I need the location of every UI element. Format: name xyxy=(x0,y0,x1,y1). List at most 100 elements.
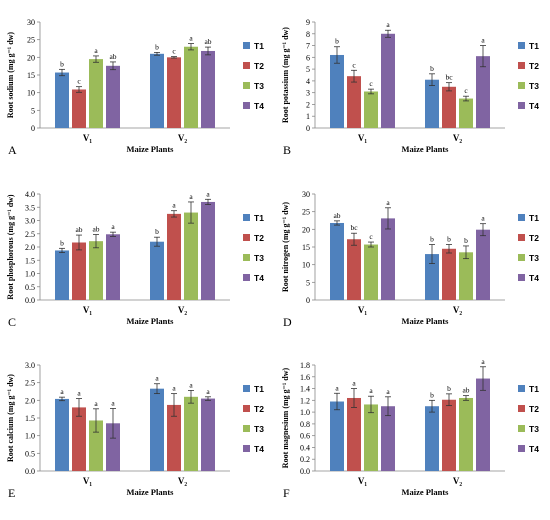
x-axis-label: Maize Plants xyxy=(402,487,450,497)
significance-letter: a xyxy=(172,201,176,210)
y-tick-label: 7 xyxy=(306,42,310,51)
bar-t1-2 xyxy=(150,53,164,128)
legend-label-t1: T1 xyxy=(529,213,539,223)
legend-swatch-t4 xyxy=(518,274,525,281)
bar-t4-2 xyxy=(201,50,215,129)
y-tick-label: 0.0 xyxy=(25,467,35,476)
legend-label-t4: T4 xyxy=(254,444,264,454)
y-tick-label: 1.4 xyxy=(300,385,310,394)
legend-label-t3: T3 xyxy=(254,253,264,263)
significance-letter: b xyxy=(60,59,64,68)
y-tick-label: 0.6 xyxy=(300,432,310,441)
bar-t1-2 xyxy=(425,406,439,471)
significance-letter: ab xyxy=(92,225,99,234)
legend-label-t3: T3 xyxy=(529,81,539,91)
bar-t4-2 xyxy=(201,398,215,471)
y-tick-label: 15 xyxy=(27,71,35,80)
legend-label-t2: T2 xyxy=(254,404,264,414)
bar-t2-2 xyxy=(442,399,456,471)
legend-label-t2: T2 xyxy=(529,61,539,71)
bar-t4-1 xyxy=(381,33,395,128)
legend-swatch-t4 xyxy=(243,102,250,109)
legend-swatch-t2 xyxy=(243,234,250,241)
y-tick-label: 0.8 xyxy=(300,420,310,429)
significance-letter: c xyxy=(77,77,81,86)
legend-label-t2: T2 xyxy=(254,61,264,71)
y-tick-label: 5 xyxy=(306,65,310,74)
y-axis-label: Root sodium (mg g⁻¹ dw) xyxy=(6,32,15,119)
legend-swatch-t2 xyxy=(243,405,250,412)
bar-t2-1 xyxy=(72,89,86,128)
significance-letter: c xyxy=(369,79,373,88)
y-tick-label: 6 xyxy=(306,53,310,62)
y-tick-label: 1.0 xyxy=(25,432,35,441)
x-category-label: V₂ xyxy=(453,305,462,315)
y-tick-label: 3.5 xyxy=(25,203,35,212)
significance-letter: a xyxy=(111,398,115,407)
bar-t3-2 xyxy=(459,98,473,128)
y-tick-label: 25 xyxy=(27,36,35,45)
legend-swatch-t1 xyxy=(243,214,250,221)
y-tick-label: 5 xyxy=(306,278,310,287)
y-tick-label: 1.0 xyxy=(25,270,35,279)
bar-t2-2 xyxy=(442,248,456,300)
y-tick-label: 10 xyxy=(302,261,310,270)
x-axis-label: Maize Plants xyxy=(127,316,175,326)
y-tick-label: 2.0 xyxy=(25,243,35,252)
y-axis-label: Root nitrogen (mg g⁻¹ dw) xyxy=(281,202,290,292)
y-tick-label: 1.5 xyxy=(25,256,35,265)
significance-letter: b xyxy=(430,390,434,399)
bar-t3-1 xyxy=(364,404,378,471)
y-tick-label: 4 xyxy=(306,77,310,86)
bar-t1-1 xyxy=(330,222,344,300)
bar-t2-1 xyxy=(347,239,361,300)
bar-t1-2 xyxy=(150,241,164,300)
x-category-label: V₁ xyxy=(358,305,367,315)
bar-t4-2 xyxy=(201,201,215,300)
x-category-label: V₁ xyxy=(358,133,367,143)
bar-t3-2 xyxy=(459,397,473,471)
y-axis-label: Root magnesium (mg g⁻¹ dw) xyxy=(281,367,290,468)
significance-letter: bc xyxy=(350,223,358,232)
panel-letter: A xyxy=(8,143,17,157)
significance-letter: b xyxy=(430,235,434,244)
panel-letter: E xyxy=(8,486,15,500)
legend-label-t1: T1 xyxy=(254,384,264,394)
legend-label-t1: T1 xyxy=(529,41,539,51)
bar-t1-2 xyxy=(425,254,439,300)
bar-t4-1 xyxy=(106,423,120,471)
y-tick-label: 3.0 xyxy=(25,217,35,226)
significance-letter: b xyxy=(155,42,159,51)
significance-letter: a xyxy=(94,46,98,55)
legend-label-t2: T2 xyxy=(529,233,539,243)
y-tick-label: 2.0 xyxy=(25,396,35,405)
y-tick-label: 2 xyxy=(306,100,310,109)
bar-t3-2 xyxy=(184,46,198,128)
bar-t4-2 xyxy=(476,229,490,300)
significance-letter: a xyxy=(111,222,115,231)
y-tick-label: 0 xyxy=(306,124,310,133)
x-category-label: V₁ xyxy=(83,133,92,143)
y-tick-label: 0 xyxy=(31,124,35,133)
significance-letter: a xyxy=(77,389,81,398)
legend-label-t1: T1 xyxy=(254,213,264,223)
y-tick-label: 8 xyxy=(306,30,310,39)
bar-t3-1 xyxy=(89,241,103,300)
bar-t2-1 xyxy=(72,407,86,471)
significance-letter: a xyxy=(155,374,159,383)
significance-letter: b xyxy=(155,227,159,236)
legend-swatch-t3 xyxy=(518,82,525,89)
legend-label-t4: T4 xyxy=(254,101,264,111)
significance-letter: bc xyxy=(445,73,453,82)
chart-panel-e: 0.0 0.5 1.0 1.5 2.0 2.5 3.0 Root calcium (mg g⁻… xyxy=(6,361,264,500)
significance-letter: c xyxy=(464,86,468,95)
x-category-label: V₂ xyxy=(178,476,187,486)
bar-t2-2 xyxy=(167,57,181,129)
significance-letter: a xyxy=(481,214,485,223)
bar-t1-2 xyxy=(150,388,164,471)
bar-t1-1 xyxy=(330,54,344,128)
